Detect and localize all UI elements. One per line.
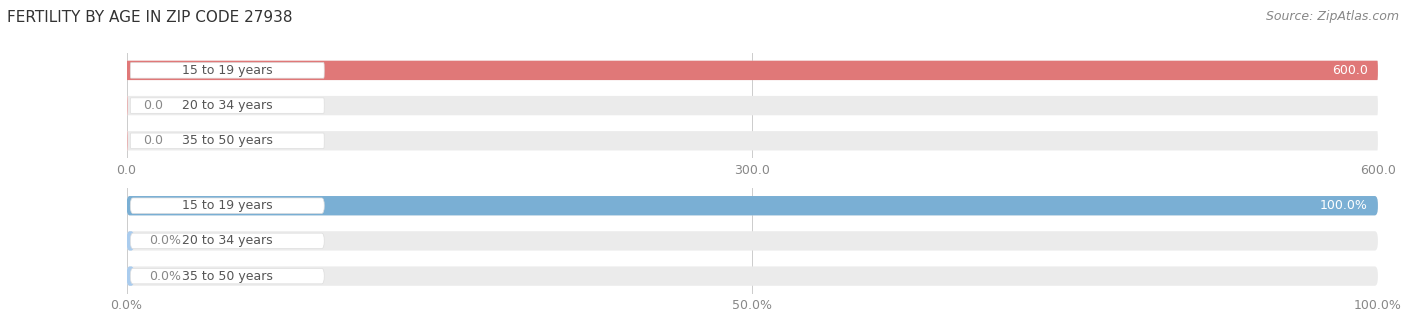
FancyBboxPatch shape	[127, 131, 1378, 150]
FancyBboxPatch shape	[127, 231, 1378, 250]
Text: 0.0: 0.0	[143, 99, 163, 112]
FancyBboxPatch shape	[127, 231, 135, 250]
Text: Source: ZipAtlas.com: Source: ZipAtlas.com	[1265, 10, 1399, 23]
FancyBboxPatch shape	[127, 266, 135, 286]
Text: 35 to 50 years: 35 to 50 years	[181, 134, 273, 147]
FancyBboxPatch shape	[127, 61, 1378, 80]
Text: 20 to 34 years: 20 to 34 years	[181, 234, 273, 248]
FancyBboxPatch shape	[131, 233, 325, 248]
Text: 0.0%: 0.0%	[149, 270, 181, 282]
FancyBboxPatch shape	[131, 63, 325, 78]
Text: 20 to 34 years: 20 to 34 years	[181, 99, 273, 112]
FancyBboxPatch shape	[127, 266, 1378, 286]
FancyBboxPatch shape	[131, 268, 325, 284]
FancyBboxPatch shape	[127, 61, 1378, 80]
FancyBboxPatch shape	[127, 196, 1378, 215]
Text: 600.0: 600.0	[1331, 64, 1368, 77]
Text: 15 to 19 years: 15 to 19 years	[181, 64, 273, 77]
Text: 35 to 50 years: 35 to 50 years	[181, 270, 273, 282]
Text: 100.0%: 100.0%	[1320, 199, 1368, 212]
Text: 0.0: 0.0	[143, 134, 163, 147]
FancyBboxPatch shape	[131, 98, 325, 113]
FancyBboxPatch shape	[127, 96, 1378, 115]
Text: 0.0%: 0.0%	[149, 234, 181, 248]
FancyBboxPatch shape	[131, 133, 325, 148]
FancyBboxPatch shape	[127, 196, 1378, 215]
Text: 15 to 19 years: 15 to 19 years	[181, 199, 273, 212]
Text: FERTILITY BY AGE IN ZIP CODE 27938: FERTILITY BY AGE IN ZIP CODE 27938	[7, 10, 292, 25]
FancyBboxPatch shape	[131, 198, 325, 214]
